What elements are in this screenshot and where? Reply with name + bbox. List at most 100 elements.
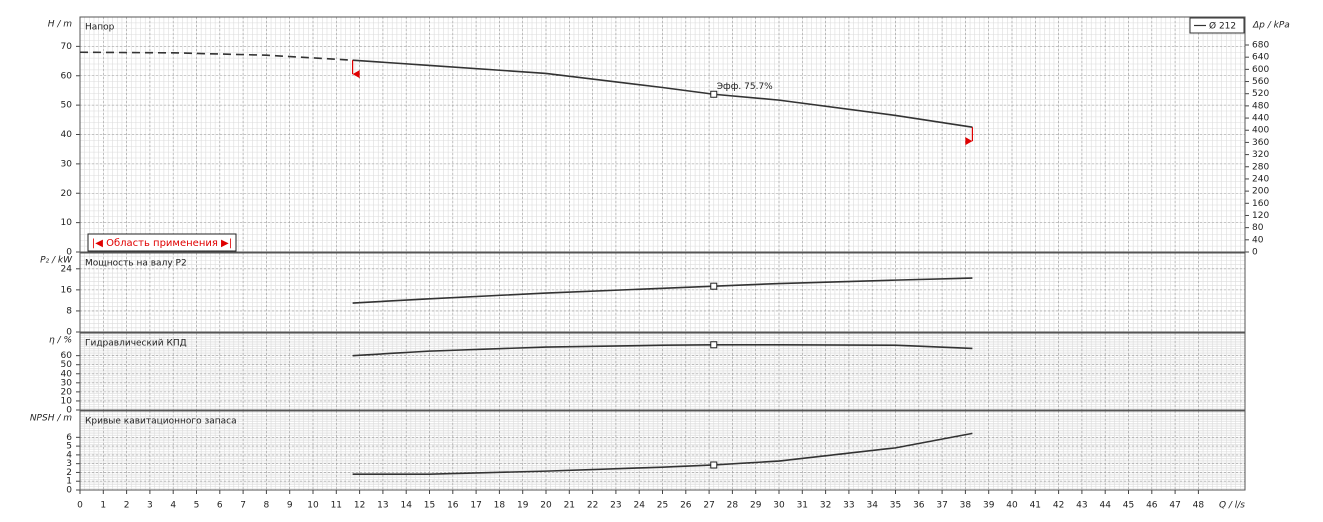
y-axis-label: η / % — [49, 336, 72, 346]
y-tick-label: 50 — [61, 360, 73, 370]
x-tick-label: 7 — [240, 501, 246, 511]
x-tick-label: 12 — [354, 501, 365, 511]
y2-tick-label: 480 — [1252, 101, 1269, 111]
x-tick-label: 33 — [843, 501, 854, 511]
y-tick-label: 3 — [66, 459, 72, 469]
y-tick-label: 30 — [61, 378, 73, 388]
x-tick-label: 6 — [217, 501, 223, 511]
x-tick-label: 31 — [797, 501, 808, 511]
x-tick-label: 43 — [1076, 501, 1087, 511]
y2-tick-label: 280 — [1252, 162, 1269, 172]
x-tick-label: 29 — [750, 501, 762, 511]
y2-tick-label: 600 — [1252, 65, 1269, 75]
y2-tick-label: 640 — [1252, 53, 1269, 63]
x-tick-label: 8 — [264, 501, 270, 511]
y-axis-label: P₂ / kW — [40, 256, 73, 266]
x-tick-label: 17 — [470, 501, 481, 511]
y-tick-label: 1 — [66, 477, 72, 487]
x-tick-label: 15 — [424, 501, 435, 511]
x-tick-label: 41 — [1030, 501, 1041, 511]
x-tick-label: 22 — [587, 501, 598, 511]
y-tick-label: 40 — [61, 130, 73, 140]
range-limit-arrow — [965, 137, 973, 146]
y-tick-label: 10 — [61, 218, 73, 228]
curve — [352, 432, 973, 475]
x-tick-label: 14 — [400, 501, 412, 511]
y2-tick-label: 40 — [1252, 235, 1264, 245]
y2-tick-label: 120 — [1252, 211, 1269, 221]
x-tick-label: 34 — [866, 501, 878, 511]
y2-tick-label: 160 — [1252, 199, 1269, 209]
x-tick-label: 21 — [564, 501, 575, 511]
y-tick-label: 8 — [66, 306, 72, 316]
y2-tick-label: 360 — [1252, 138, 1269, 148]
x-tick-label: 9 — [287, 501, 293, 511]
y-tick-label: 16 — [61, 285, 73, 295]
y-tick-label: 40 — [61, 369, 73, 379]
x-tick-label: 3 — [147, 501, 153, 511]
x-tick-label: 20 — [540, 501, 552, 511]
y2-tick-label: 200 — [1252, 187, 1269, 197]
x-tick-label: 23 — [610, 501, 621, 511]
x-tick-label: 26 — [680, 501, 692, 511]
y-tick-label: 6 — [66, 433, 72, 443]
x-tick-label: 0 — [77, 501, 83, 511]
x-axis-label: Q / l/s — [1219, 501, 1245, 511]
panel-border — [79, 332, 1246, 411]
x-tick-label: 39 — [983, 501, 995, 511]
x-tick-label: 24 — [633, 501, 645, 511]
legend-label: Ø 212 — [1209, 21, 1236, 32]
y-axis-label: H / m — [48, 20, 73, 30]
curve — [352, 59, 973, 128]
x-tick-label: 4 — [170, 501, 176, 511]
legend-box — [1189, 17, 1245, 34]
y-tick-label: 60 — [61, 71, 73, 81]
x-tick-label: 48 — [1193, 501, 1205, 511]
range-limit — [352, 60, 360, 79]
x-tick-label: 25 — [657, 501, 668, 511]
y-tick-label: 30 — [61, 159, 73, 169]
x-tick-label: 45 — [1123, 501, 1134, 511]
y-tick-label: 60 — [61, 351, 73, 361]
y-tick-label: 4 — [66, 450, 72, 460]
y-tick-label: 0 — [66, 486, 72, 496]
x-tick-label: 42 — [1053, 501, 1064, 511]
y2-tick-label: 320 — [1252, 150, 1269, 160]
x-tick-label: 18 — [494, 501, 506, 511]
panel-border — [79, 252, 1246, 333]
curve — [352, 343, 973, 357]
x-tick-label: 36 — [913, 501, 925, 511]
x-tick-label: 5 — [194, 501, 200, 511]
range-limit — [965, 127, 973, 146]
annotation: Эфф. 75.7% — [717, 82, 773, 92]
y2-tick-label: 680 — [1252, 41, 1269, 51]
y-tick-label: 24 — [61, 264, 73, 274]
panel-title: Напор — [85, 23, 115, 33]
x-tick-label: 11 — [331, 501, 342, 511]
y-tick-label: 0 — [66, 328, 72, 338]
panel-border — [79, 16, 1246, 253]
y2-tick-label: 80 — [1252, 223, 1264, 233]
y2-tick-label: 0 — [1252, 248, 1258, 258]
curve — [352, 277, 973, 304]
y-tick-label: 5 — [66, 442, 72, 452]
y-tick-label: 20 — [61, 189, 73, 199]
x-tick-label: 28 — [727, 501, 739, 511]
x-tick-label: 37 — [936, 501, 947, 511]
panel-title: Кривые кавитационного запаса — [85, 417, 237, 427]
x-tick-label: 32 — [820, 501, 831, 511]
y-tick-label: 0 — [66, 406, 72, 416]
x-tick-label: 40 — [1006, 501, 1018, 511]
x-tick-label: 16 — [447, 501, 459, 511]
y2-tick-label: 560 — [1252, 77, 1269, 87]
y2-tick-label: 440 — [1252, 114, 1269, 124]
y-tick-label: 70 — [61, 42, 73, 52]
range-label: |◀ Область применения ▶| — [92, 238, 232, 249]
duty-point — [710, 341, 718, 349]
x-tick-label: 30 — [773, 501, 785, 511]
panel-title: Мощность на валу P2 — [85, 259, 187, 269]
x-tick-label: 27 — [703, 501, 714, 511]
x-tick-label: 13 — [377, 501, 388, 511]
